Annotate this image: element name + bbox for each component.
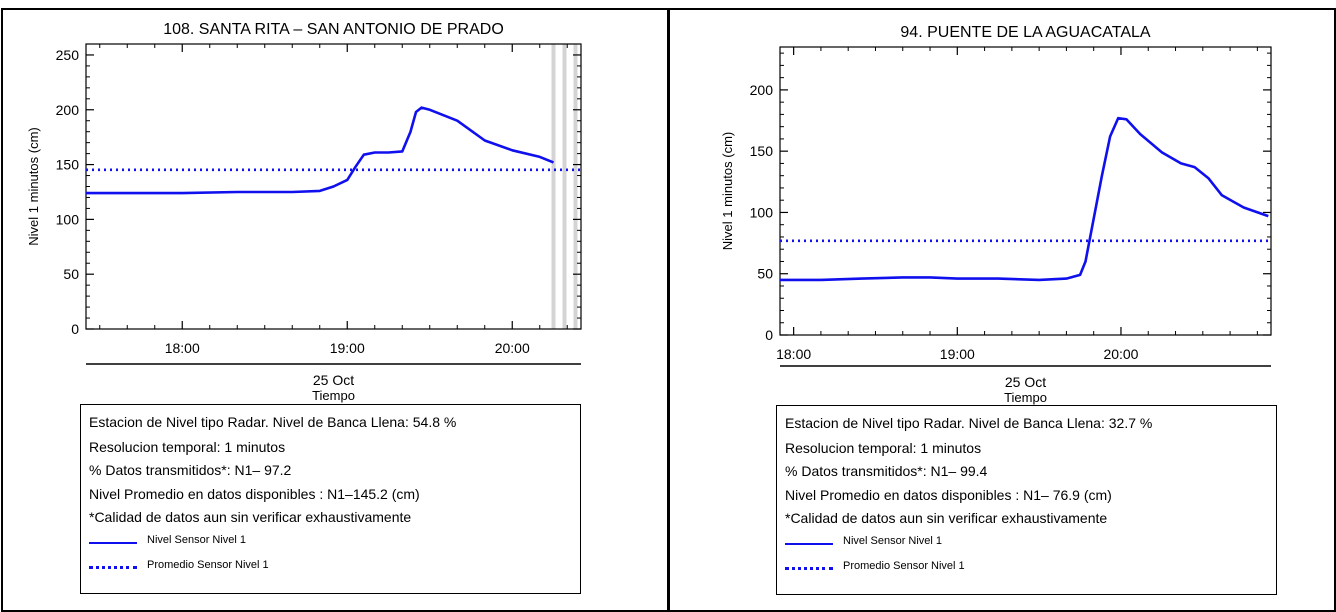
info-nivel-promedio: Nivel Promedio en datos disponibles : N1… [785, 487, 1112, 503]
right-chart: 94. PUENTE DE LA AGUACATALA 0 50 100 150 200 1… [720, 24, 1272, 405]
legend-solid-line [785, 543, 833, 545]
date-label: 25 Oct [313, 372, 354, 388]
legend-dotted-line [785, 567, 833, 570]
left-chart: 108. SANTA RITA – SAN ANTONIO DE PRADO 0 5… [26, 21, 582, 403]
y-tick-label: 250 [56, 47, 80, 63]
legend-dotted-label: Promedio Sensor Nivel 1 [147, 559, 269, 571]
info-resolucion: Resolucion temporal: 1 minutos [89, 439, 286, 455]
left-info-box: Estacion de Nivel tipo Radar. Nivel de B… [80, 404, 581, 594]
legend-dotted-line [89, 566, 137, 569]
y-tick-label: 150 [750, 143, 774, 159]
x-tick-label: 19:00 [940, 346, 975, 362]
legend-solid-line [89, 542, 137, 544]
info-datos-transmitidos: % Datos transmitidos*: N1– 97.2 [89, 462, 292, 478]
info-calidad: *Calidad de datos aun sin verificar exha… [785, 510, 1108, 526]
shaded-band [551, 44, 556, 329]
x-tick-label: 18:00 [165, 340, 200, 356]
info-banca-llena: Estacion de Nivel tipo Radar. Nivel de B… [785, 415, 1153, 431]
info-calidad: *Calidad de datos aun sin verificar exha… [89, 509, 412, 525]
y-tick-label: 0 [765, 327, 773, 343]
y-axis-label: Nivel 1 minutos (cm) [26, 127, 41, 245]
y-axis-label: Nivel 1 minutos (cm) [720, 132, 735, 250]
y-tick-label: 100 [56, 211, 80, 227]
info-banca-llena: Estacion de Nivel tipo Radar. Nivel de B… [89, 414, 457, 430]
chart-title: 94. PUENTE DE LA AGUACATALA [900, 24, 1150, 41]
shaded-band [573, 44, 578, 329]
plot-frame [779, 46, 1272, 336]
x-tick-label: 19:00 [330, 340, 365, 356]
series-line-nivel [780, 116, 1269, 282]
y-tick-label: 100 [750, 204, 774, 220]
y-tick-label: 200 [750, 82, 774, 98]
y-tick-label: 150 [56, 157, 80, 173]
right-panel-frame [668, 8, 1336, 612]
series-line-nivel [86, 106, 554, 195]
info-resolucion: Resolucion temporal: 1 minutos [785, 440, 982, 456]
date-label: 25 Oct [1005, 374, 1046, 390]
y-tick-label: 0 [71, 321, 79, 337]
legend-solid-label: Nivel Sensor Nivel 1 [843, 535, 943, 547]
info-nivel-promedio: Nivel Promedio en datos disponibles : N1… [89, 486, 420, 502]
y-tick-label: 200 [56, 102, 80, 118]
x-tick-label: 20:00 [495, 340, 530, 356]
chart-title: 108. SANTA RITA – SAN ANTONIO DE PRADO [163, 21, 504, 38]
x-axis-label: Tiempo [1004, 390, 1047, 405]
y-tick-label: 50 [63, 266, 79, 282]
x-axis-label: Tiempo [312, 388, 355, 403]
legend-dotted-label: Promedio Sensor Nivel 1 [843, 560, 965, 572]
info-datos-transmitidos: % Datos transmitidos*: N1– 99.4 [785, 463, 988, 479]
legend-solid-label: Nivel Sensor Nivel 1 [147, 534, 247, 546]
y-tick-label: 50 [757, 266, 773, 282]
x-tick-label: 20:00 [1103, 346, 1138, 362]
x-tick-label: 18:00 [776, 346, 811, 362]
right-info-box: Estacion de Nivel tipo Radar. Nivel de B… [776, 405, 1277, 595]
shaded-band [562, 44, 567, 329]
